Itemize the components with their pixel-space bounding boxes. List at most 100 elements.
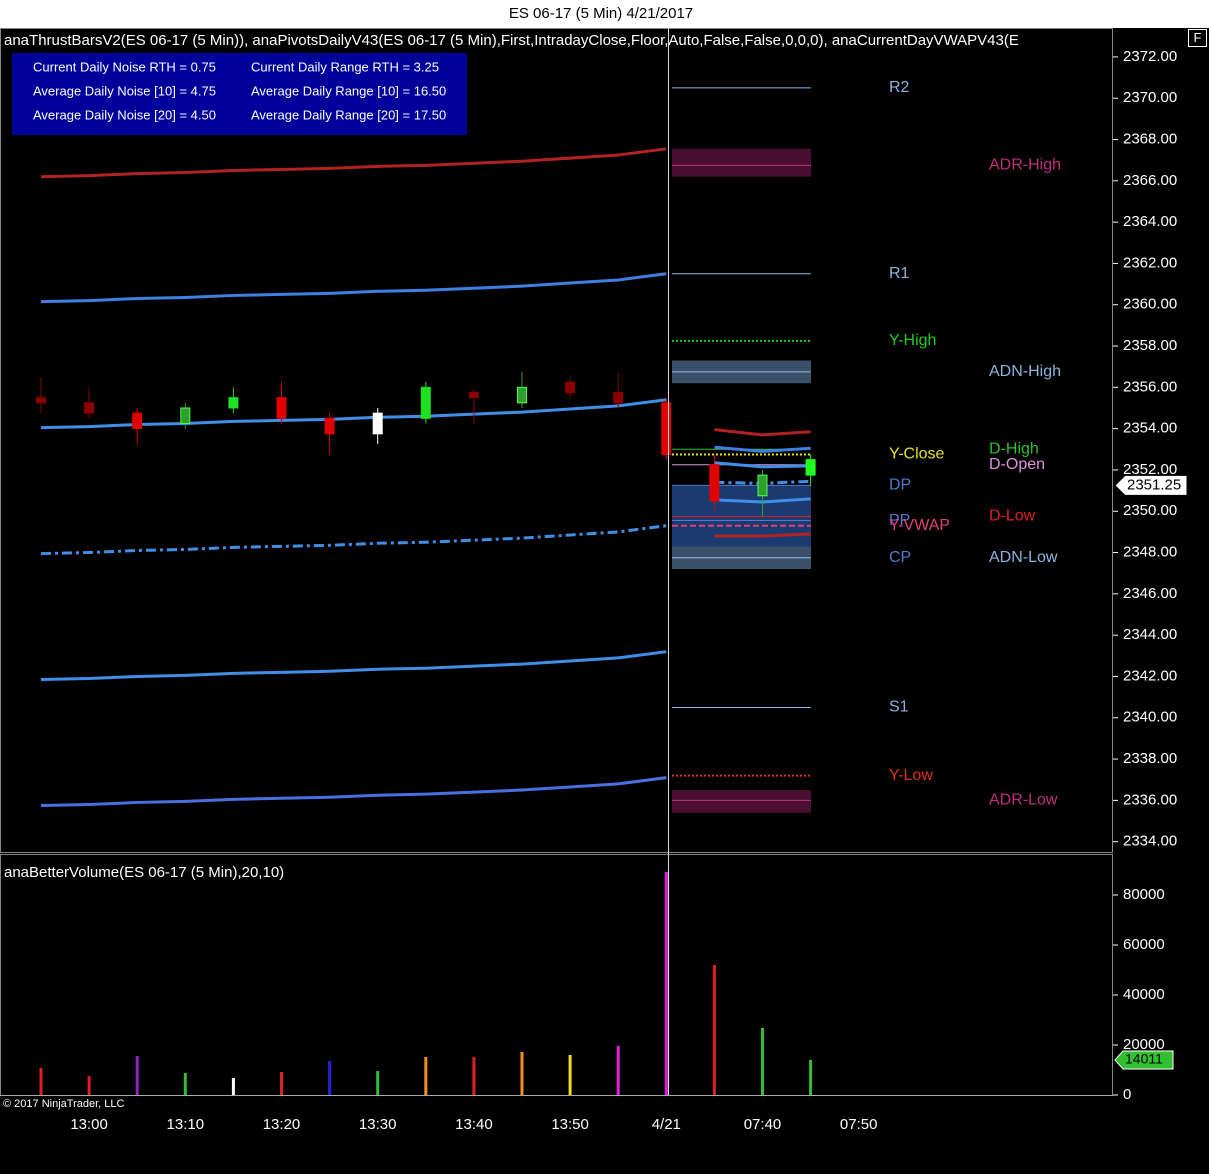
- level-label: PP: [889, 512, 910, 529]
- volume-bar: [39, 1068, 43, 1095]
- level-label: R1: [889, 265, 910, 282]
- level-label: ADN-High: [989, 363, 1061, 380]
- candle-body: [613, 392, 624, 404]
- level-label: ADR-High: [989, 157, 1061, 174]
- volume-bar: [761, 1028, 764, 1095]
- candle-body: [132, 412, 143, 430]
- y-tick-label: 2340.00: [1123, 709, 1177, 726]
- window-title: ES 06-17 (5 Min) 4/21/2017: [509, 5, 693, 22]
- plot-layer: R2 R1 Y-High Y-Close DP PPY-VWAP CP S1 Y-Low ADR-…: [36, 48, 1188, 1133]
- volume-bar: [809, 1059, 813, 1095]
- y-tick-label: 2352.00: [1123, 461, 1177, 478]
- x-tick-label: 13:30: [359, 1116, 397, 1133]
- candle-body: [372, 412, 383, 435]
- y-tick-label: 2348.00: [1123, 544, 1177, 561]
- volume-bar: [280, 1072, 283, 1095]
- level-label: D-Open: [989, 456, 1045, 473]
- info-text: Average Daily Noise [10] = 4.75: [33, 83, 216, 98]
- x-tick-label: 13:40: [455, 1116, 493, 1133]
- info-text: Average Daily Range [20] = 17.50: [251, 107, 446, 122]
- volume-panel: [0, 854, 1113, 1096]
- indicator-header: anaThrustBarsV2(ES 06-17 (5 Min)), anaPi…: [4, 32, 1019, 49]
- y-tick-label: 2360.00: [1123, 296, 1177, 313]
- y-tick-label: 2358.00: [1123, 337, 1177, 354]
- info-text: Average Daily Range [10] = 16.50: [251, 83, 446, 98]
- candle-body: [805, 459, 816, 476]
- x-tick-label: 13:20: [263, 1116, 301, 1133]
- candle-body: [420, 386, 431, 419]
- button-label[interactable]: F: [1194, 30, 1202, 45]
- volume-bar: [568, 1055, 572, 1095]
- price-panel: [0, 28, 1113, 853]
- last-price-tag: [1114, 474, 1188, 496]
- volume-bar: [520, 1052, 524, 1095]
- y-tick-label: 2338.00: [1123, 750, 1177, 767]
- last-price-label: 2351.25: [1127, 476, 1181, 493]
- indicator-line: [714, 445, 811, 453]
- level-label: Y-High: [889, 332, 936, 349]
- level-label: ADR-Low: [989, 792, 1058, 809]
- volume-bar: [472, 1057, 476, 1095]
- y-tick-label: 2364.00: [1123, 213, 1177, 230]
- info-box: Current Daily Noise RTH = 0.75 Current D…: [12, 53, 467, 135]
- level-label: DP: [889, 477, 911, 494]
- volume-bar: [664, 872, 668, 1095]
- candle-body: [276, 397, 287, 419]
- x-tick-label: 07:50: [840, 1116, 878, 1133]
- y-tick-label: 2372.00: [1123, 48, 1177, 65]
- candle-body: [757, 474, 768, 497]
- y-tick-label: 2368.00: [1123, 130, 1177, 147]
- x-tick-label: 13:50: [551, 1116, 589, 1133]
- level-label: S1: [889, 699, 909, 716]
- candle-body: [468, 392, 479, 399]
- y-tick-label: 2346.00: [1123, 585, 1177, 602]
- info-text: Current Daily Range RTH = 3.25: [251, 59, 439, 74]
- y-tick-label: 0: [1123, 1086, 1131, 1103]
- y-tick-label: 2366.00: [1123, 172, 1177, 189]
- volume-header: anaBetterVolume(ES 06-17 (5 Min),20,10): [4, 864, 284, 881]
- y-tick-label: 2336.00: [1123, 791, 1177, 808]
- level-label: Y-Low: [889, 767, 933, 784]
- y-tick-label: 2354.00: [1123, 420, 1177, 437]
- level-label: CP: [889, 549, 911, 566]
- info-text: Average Daily Noise [20] = 4.50: [33, 107, 216, 122]
- y-tick-label: 2356.00: [1123, 378, 1177, 395]
- indicator-line: [714, 428, 811, 437]
- level-label: D-Low: [989, 508, 1036, 525]
- y-tick-label: 40000: [1123, 986, 1165, 1003]
- volume-bar: [424, 1057, 428, 1095]
- info-text: Current Daily Noise RTH = 0.75: [33, 59, 216, 74]
- volume-bar: [376, 1071, 380, 1095]
- level-label: Y-Close: [889, 446, 945, 463]
- y-tick-label: 2362.00: [1123, 254, 1177, 271]
- x-tick-label: 13:00: [70, 1116, 108, 1133]
- x-tick-label: 13:10: [167, 1116, 205, 1133]
- y-tick-label: 2350.00: [1123, 502, 1177, 519]
- y-tick-label: 2370.00: [1123, 89, 1177, 106]
- candle-body: [709, 464, 720, 502]
- button[interactable]: [1188, 29, 1207, 47]
- indicator-line: [40, 776, 667, 808]
- y-tick-label: 2334.00: [1123, 833, 1177, 850]
- candle-body: [84, 402, 95, 414]
- candle-body: [36, 397, 46, 404]
- indicator-line: [40, 650, 667, 682]
- candle-body: [228, 397, 239, 409]
- price-plot: R2 R1 Y-High Y-Close DP PPY-VWAP CP S1 Y-Low ADR-…: [36, 79, 1061, 813]
- volume-bar: [712, 965, 716, 1095]
- indicator-line: [714, 461, 811, 469]
- volume-bar: [616, 1046, 620, 1095]
- y-tick-label: 80000: [1123, 886, 1165, 903]
- title-bar: [0, 0, 1209, 28]
- copyright: © 2017 NinjaTrader, LLC: [3, 1098, 124, 1110]
- volume-bar: [328, 1061, 332, 1095]
- last-volume-label: 14011: [1125, 1051, 1163, 1067]
- x-tick-label: 4/21: [652, 1116, 681, 1133]
- candle-body: [517, 386, 527, 404]
- level-label: Y-VWAP: [889, 517, 950, 534]
- level-label: R2: [889, 79, 910, 96]
- x-tick-label: 07:40: [744, 1116, 782, 1133]
- y-tick-label: 20000: [1123, 1036, 1165, 1053]
- candle-body: [565, 381, 576, 394]
